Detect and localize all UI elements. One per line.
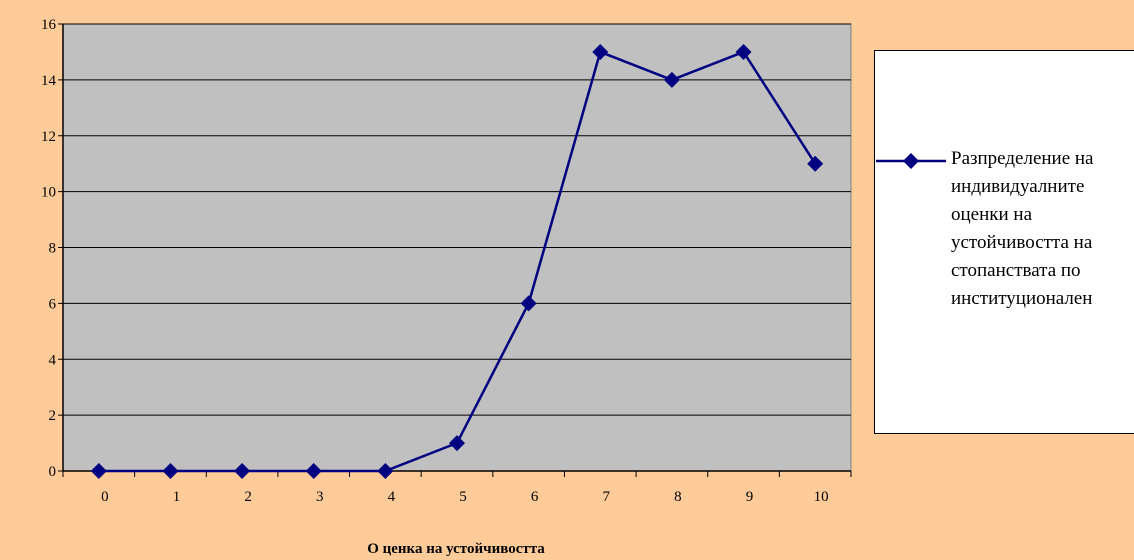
x-tick-label: 5 (459, 489, 467, 505)
x-tick-label: 9 (746, 489, 754, 505)
x-tick-label: 0 (101, 489, 109, 505)
y-tick-label: 8 (49, 241, 57, 257)
y-tick-label: 0 (49, 464, 57, 480)
y-tick-label: 14 (41, 73, 57, 89)
y-axis: 0 2 4 6 8 10 12 14 16 (41, 17, 64, 480)
data-point-marker (305, 463, 322, 479)
data-point-marker (520, 295, 537, 312)
data-point-marker (592, 43, 609, 60)
x-tick-label: 1 (173, 489, 181, 505)
legend (874, 50, 1134, 434)
x-axis: 0 1 2 3 4 5 6 7 8 9 10 (62, 470, 852, 505)
y-tick-label: 6 (49, 296, 57, 312)
x-tick-label: 2 (244, 489, 252, 505)
legend-entry-label: Разпределение на индивидуалните оценки н… (951, 148, 1094, 309)
data-point-marker (807, 155, 824, 172)
y-tick-label: 4 (49, 352, 57, 368)
legend-marker (876, 153, 946, 169)
x-tick-label: 7 (603, 489, 611, 505)
y-tick-label: 2 (49, 408, 57, 424)
y-tick-label: 16 (41, 17, 57, 33)
y-tick-label: 10 (41, 185, 56, 201)
data-point-marker (449, 435, 465, 452)
data-point-marker (735, 43, 752, 60)
x-tick-label: 10 (814, 489, 829, 505)
data-point-marker (377, 463, 394, 479)
series-markers (90, 43, 824, 479)
data-point-marker (234, 463, 251, 479)
gridlines (63, 23, 851, 416)
x-tick-label: 3 (316, 489, 324, 505)
data-point-marker (162, 463, 179, 479)
y-tick-label: 12 (41, 129, 56, 145)
x-axis-label: О ценка на устойчивостта (367, 541, 545, 557)
data-point-marker (90, 463, 107, 479)
x-tick-label: 6 (531, 489, 539, 505)
x-tick-label: 8 (674, 489, 682, 505)
x-tick-label: 4 (388, 489, 396, 505)
data-point-marker (663, 71, 680, 88)
